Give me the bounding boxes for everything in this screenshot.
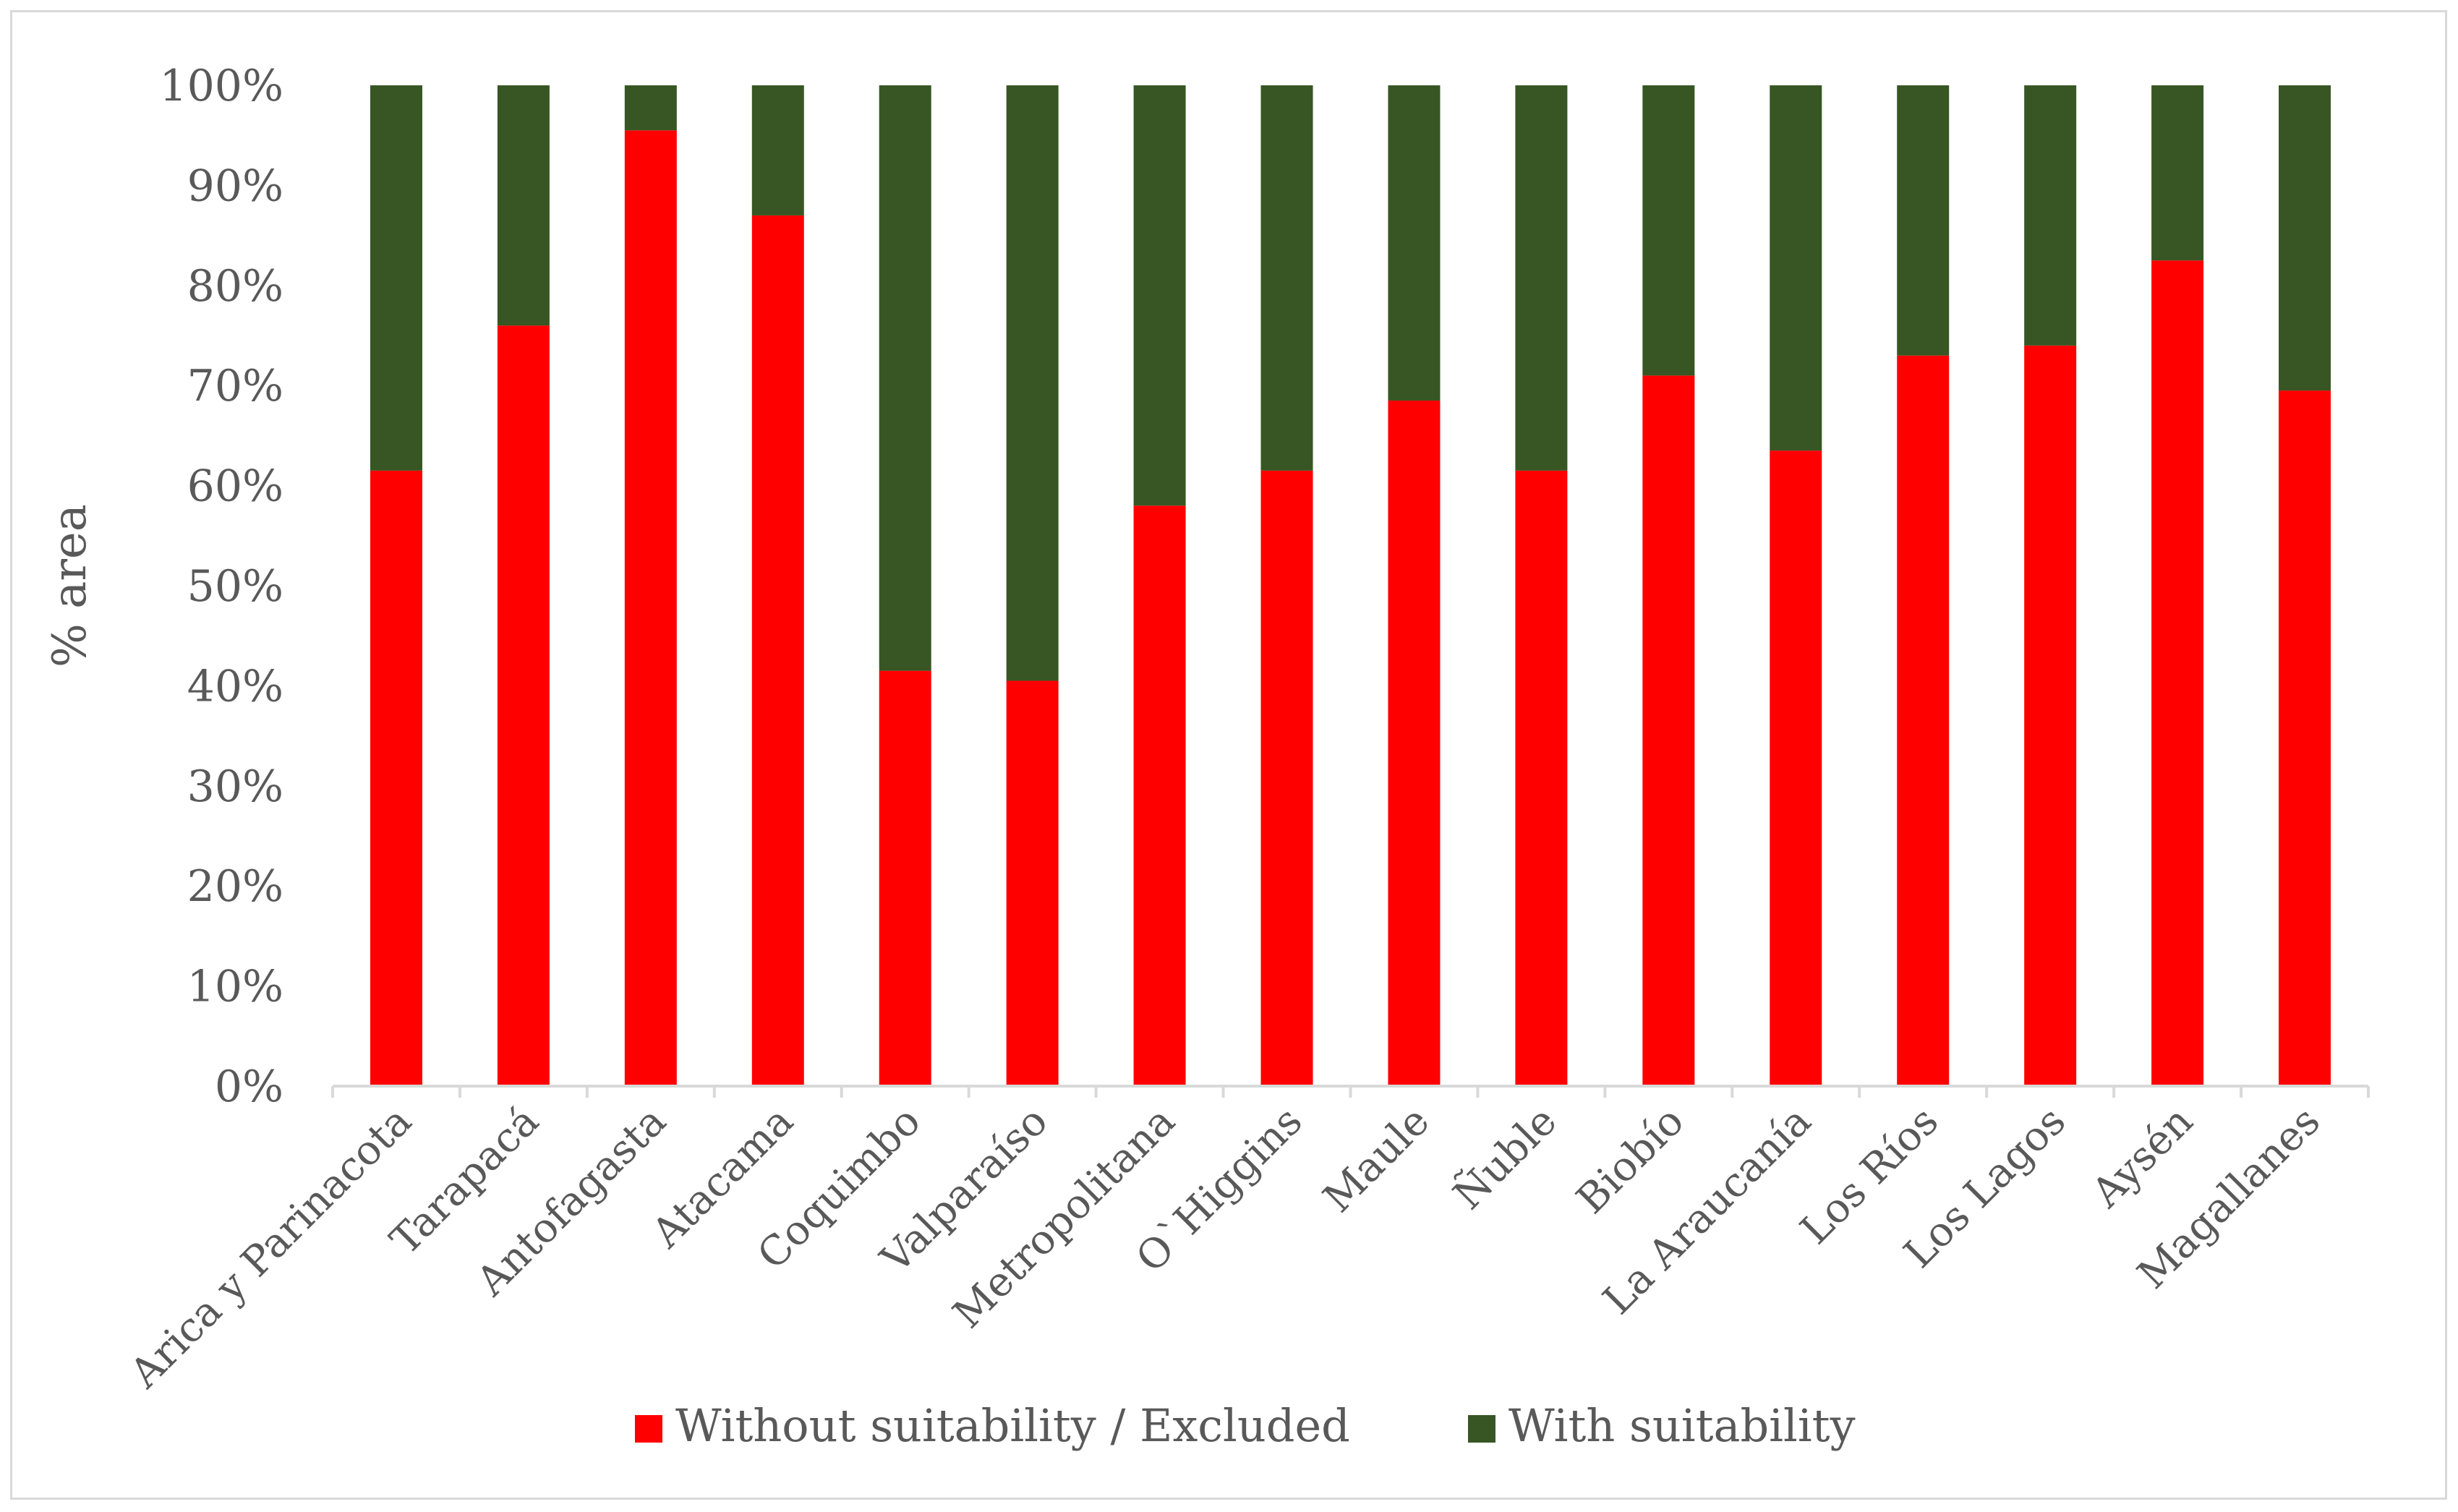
x-category-label: Aysén [2083, 1098, 2202, 1217]
bar-segment-without-suitability [2024, 345, 2077, 1087]
bar-segment-without-suitability [1388, 400, 1441, 1086]
y-tick-label: 100% [159, 61, 283, 111]
y-axis-ticks: 0% 10% 20% 30% 40% 50% 60% 70% 80% 90% 100% [159, 61, 283, 1112]
bar-segment-with-suitability [1006, 85, 1059, 681]
y-tick-label: 0% [215, 1062, 283, 1112]
x-category-label: Arica y Parinacota [121, 1098, 421, 1398]
bar-segment-without-suitability [1133, 505, 1186, 1086]
legend-label-without-suitability: Without suitability / Excluded [675, 1399, 1350, 1452]
y-tick-label: 20% [187, 861, 283, 912]
bar-segment-with-suitability [497, 85, 550, 326]
bar-segment-with-suitability [1642, 85, 1695, 376]
bar-segment-with-suitability [624, 85, 677, 131]
y-tick-label: 80% [187, 261, 283, 312]
x-category-label: Metropolitana [944, 1098, 1185, 1338]
legend-swatch-with-suitability [1468, 1415, 1495, 1443]
bar-segment-with-suitability [1897, 85, 1950, 356]
bar-segment-with-suitability [1133, 85, 1186, 506]
y-tick-label: 60% [187, 461, 283, 512]
bar-segment-with-suitability [879, 85, 931, 671]
bar-segment-without-suitability [879, 670, 931, 1086]
bar-segment-without-suitability [1642, 375, 1695, 1086]
bar-segment-without-suitability [624, 130, 677, 1086]
y-tick-label: 50% [187, 561, 283, 612]
bar-segment-with-suitability [1260, 85, 1313, 471]
bar-segment-with-suitability [751, 85, 804, 215]
y-tick-label: 70% [187, 361, 283, 411]
bar-segment-without-suitability [751, 215, 804, 1086]
bar-segment-with-suitability [2279, 85, 2331, 391]
bar-segment-with-suitability [370, 85, 422, 471]
bar-segment-with-suitability [1515, 85, 1568, 471]
y-tick-label: 30% [187, 761, 283, 812]
bar-segment-without-suitability [1897, 355, 1950, 1086]
bar-segment-without-suitability [1515, 470, 1568, 1086]
bars-group [370, 85, 2331, 1087]
y-tick-label: 40% [187, 661, 283, 712]
x-category-label: Biobío [1568, 1098, 1693, 1223]
y-axis-title: % area [43, 504, 97, 667]
bar-segment-without-suitability [1770, 450, 1822, 1086]
y-tick-label: 90% [187, 161, 283, 211]
bar-segment-with-suitability [1770, 85, 1822, 451]
bar-segment-without-suitability [1006, 680, 1059, 1086]
bar-segment-without-suitability [370, 470, 422, 1086]
legend-swatch-without-suitability [635, 1415, 662, 1443]
bar-segment-without-suitability [2279, 390, 2331, 1086]
bar-segment-without-suitability [2151, 260, 2204, 1087]
chart-frame [10, 10, 2447, 1500]
legend: Without suitability / Excluded With suit… [635, 1399, 1856, 1452]
y-tick-label: 10% [187, 962, 283, 1012]
x-category-label: Maule [1315, 1098, 1439, 1222]
bar-segment-with-suitability [2024, 85, 2077, 346]
bar-segment-without-suitability [497, 325, 550, 1086]
bar-segment-with-suitability [1388, 85, 1441, 401]
x-axis-labels: Arica y ParinacotaTarapacáAntofagastaAta… [121, 1086, 2370, 1398]
bar-segment-without-suitability [1260, 470, 1313, 1086]
bar-segment-with-suitability [2151, 85, 2204, 261]
legend-label-with-suitability: With suitability [1508, 1399, 1856, 1452]
x-category-label: Ñuble [1444, 1097, 1566, 1218]
